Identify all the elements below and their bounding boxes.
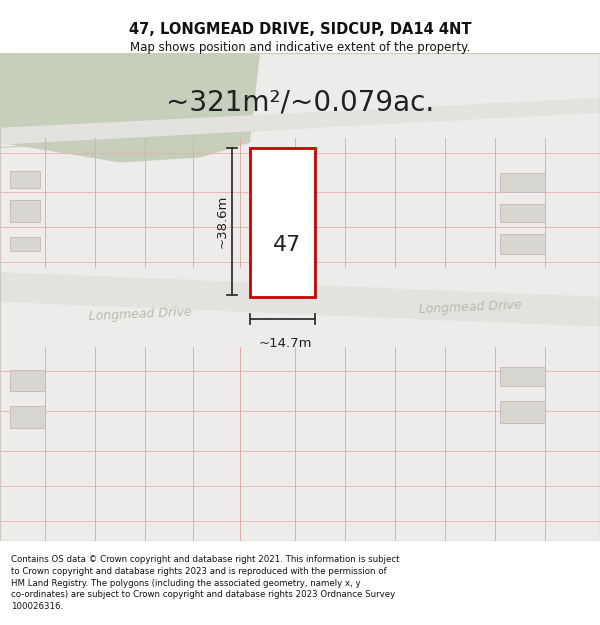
Bar <box>10 171 40 188</box>
Polygon shape <box>0 98 600 144</box>
Bar <box>10 369 45 391</box>
Bar <box>500 401 545 423</box>
Bar <box>250 148 315 297</box>
Polygon shape <box>0 272 600 327</box>
Text: ~14.7m: ~14.7m <box>259 337 313 349</box>
Text: 47: 47 <box>274 234 302 254</box>
Text: Map shows position and indicative extent of the property.: Map shows position and indicative extent… <box>130 41 470 54</box>
Polygon shape <box>0 53 260 162</box>
Bar <box>10 406 45 428</box>
Bar <box>500 366 545 386</box>
Text: 47, LONGMEAD DRIVE, SIDCUP, DA14 4NT: 47, LONGMEAD DRIVE, SIDCUP, DA14 4NT <box>129 22 471 38</box>
Bar <box>10 237 40 251</box>
Bar <box>500 234 545 254</box>
Bar <box>500 204 545 222</box>
Text: Longmead Drive: Longmead Drive <box>88 305 192 322</box>
Text: ~321m²/~0.079ac.: ~321m²/~0.079ac. <box>166 89 434 117</box>
Text: Contains OS data © Crown copyright and database right 2021. This information is : Contains OS data © Crown copyright and d… <box>11 555 400 611</box>
Bar <box>500 173 545 192</box>
Bar <box>10 201 40 222</box>
Text: ~38.6m: ~38.6m <box>215 194 229 248</box>
Text: Longmead Drive: Longmead Drive <box>418 298 522 316</box>
